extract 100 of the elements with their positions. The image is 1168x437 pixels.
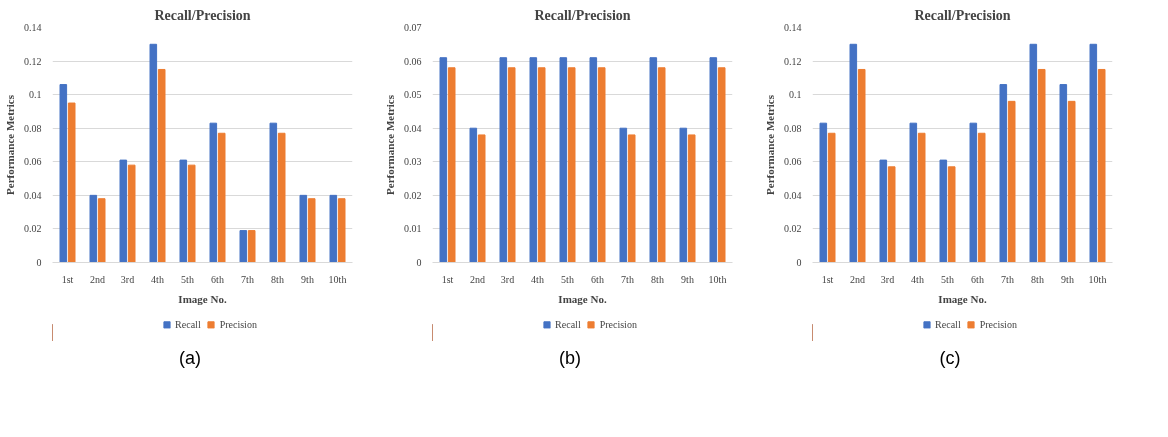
x-tick-label: 2nd (470, 273, 485, 285)
y-tick-label: 0.12 (784, 55, 802, 67)
x-tick-label: 9th (681, 273, 694, 285)
legend-label: Recall (555, 318, 581, 330)
bar (179, 159, 188, 263)
bar (1089, 43, 1098, 263)
bar (537, 67, 546, 263)
x-tick-label: 4th (151, 273, 164, 285)
bar (1059, 84, 1068, 263)
bar (947, 166, 956, 263)
bar (1037, 68, 1046, 263)
bar (247, 230, 256, 263)
x-tick-label: 10th (708, 273, 727, 285)
x-tick-label: 6th (211, 273, 224, 285)
bar (717, 67, 726, 263)
x-tick-label: 5th (181, 273, 194, 285)
y-tick-label: 0.06 (784, 156, 802, 168)
x-tick-label: 2nd (850, 273, 865, 285)
y-tick-label: 0.08 (24, 122, 42, 134)
bar (687, 134, 696, 263)
bar (97, 198, 106, 263)
y-axis-title: Performance Metrics (764, 94, 776, 195)
legend-label: Precision (979, 318, 1017, 330)
legend-label: Precision (219, 318, 257, 330)
text: (b) (559, 347, 581, 370)
x-tick-label: 7th (621, 273, 634, 285)
bar (849, 43, 858, 263)
x-tick-label: 1st (821, 273, 834, 285)
bar (969, 122, 978, 263)
x-tick-label: 3rd (120, 273, 135, 285)
legend-label: Recall (935, 318, 961, 330)
y-tick-label: 0.06 (404, 55, 422, 67)
y-tick-label: 0.03 (404, 156, 422, 168)
x-tick-label: 6th (591, 273, 604, 285)
x-tick-label: 8th (1031, 273, 1044, 285)
bar (269, 122, 278, 263)
x-tick-label: 8th (651, 273, 664, 285)
bar (999, 84, 1008, 263)
bar (307, 198, 316, 263)
y-tick-label: 0.12 (24, 55, 42, 67)
x-axis-title: Image No. (938, 292, 987, 305)
x-tick-label: 5th (941, 273, 954, 285)
x-tick-label: 1st (61, 273, 74, 285)
bar (529, 57, 538, 263)
x-axis-title: Image No. (178, 292, 227, 305)
bar (1029, 43, 1038, 263)
x-tick-label: 5th (561, 273, 574, 285)
x-tick-label: 9th (1061, 273, 1074, 285)
bar (67, 102, 76, 263)
y-tick-label: 0.14 (24, 22, 42, 33)
y-tick-label: 0.04 (784, 189, 802, 201)
bar (89, 194, 98, 263)
y-tick-label: 0.1 (789, 89, 802, 101)
bar (657, 67, 666, 263)
x-tick-label: 8th (271, 273, 284, 285)
chart-title: Recall/Precision (914, 7, 1011, 23)
x-tick-label: 3rd (500, 273, 515, 285)
bar (819, 122, 828, 263)
bar (1097, 68, 1106, 263)
y-tick-label: 0 (36, 257, 42, 268)
bar (439, 57, 448, 263)
bar (597, 67, 606, 263)
bar (917, 132, 926, 263)
y-tick-label: 0.04 (24, 189, 42, 201)
x-tick-label: 2nd (90, 273, 105, 285)
bar (627, 134, 636, 263)
bar (567, 67, 576, 263)
bar (507, 67, 516, 263)
y-tick-label: 0.14 (784, 22, 802, 33)
text: (a) (179, 347, 201, 370)
x-tick-label: 4th (911, 273, 924, 285)
bar (477, 134, 486, 263)
x-axis-title: Image No. (558, 292, 607, 305)
y-tick-label: 0.05 (404, 89, 422, 101)
bar (157, 68, 166, 263)
y-tick-label: 0 (796, 257, 802, 268)
x-tick-label: 9th (301, 273, 314, 285)
y-tick-label: 0.06 (24, 156, 42, 168)
bar (909, 122, 918, 263)
bar (619, 127, 628, 263)
chart-title: Recall/Precision (534, 7, 631, 23)
bar (59, 84, 68, 263)
y-tick-label: 0.08 (784, 122, 802, 134)
bar (499, 57, 508, 263)
bar (649, 57, 658, 263)
x-tick-label: 6th (971, 273, 984, 285)
y-tick-label: 0.02 (404, 189, 422, 201)
bar (239, 230, 248, 263)
x-tick-label: 10th (328, 273, 347, 285)
text: (c) (939, 347, 961, 370)
bar (1007, 100, 1016, 263)
bar (1067, 100, 1076, 263)
x-tick-label: 10th (1088, 273, 1107, 285)
bar (887, 166, 896, 263)
bar (149, 43, 158, 263)
x-tick-label: 7th (241, 273, 254, 285)
legend-label: Recall (175, 318, 201, 330)
bar (879, 159, 888, 263)
y-tick-label: 0.1 (29, 89, 42, 101)
bar (679, 127, 688, 263)
